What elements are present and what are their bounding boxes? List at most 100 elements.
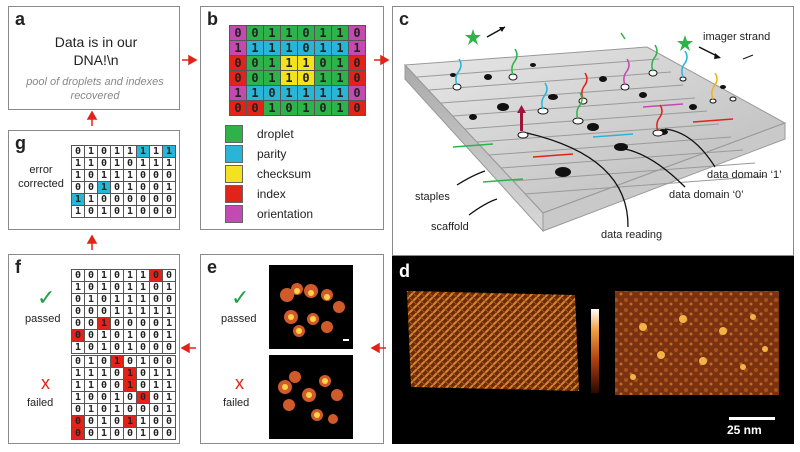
- matrix-cell: 0: [123, 355, 137, 368]
- cross-mark-f: x: [41, 373, 50, 393]
- matrix-cell: 1: [110, 355, 124, 368]
- matrix-cell: 1: [229, 40, 247, 56]
- panel-label-a: a: [15, 9, 26, 29]
- label-data-domain-zero: data domain ‘0’: [669, 189, 744, 201]
- scalebar-label: 25 nm: [727, 423, 762, 437]
- matrix-cell: 1: [71, 379, 85, 392]
- matrix-cell: 1: [263, 40, 281, 56]
- origami-diagram: [403, 26, 787, 233]
- matrix-cell: 0: [149, 293, 163, 306]
- matrix-cell: 1: [97, 169, 111, 182]
- matrix-cell: 0: [136, 391, 150, 404]
- imager-star-left: [465, 29, 481, 45]
- matrix-cell: 1: [123, 415, 137, 428]
- matrix-cell: 1: [280, 70, 298, 86]
- matrix-cell: 0: [97, 379, 111, 392]
- matrix-cell: 1: [280, 85, 298, 101]
- matrix-cell: 0: [149, 329, 163, 342]
- legend-item: index: [225, 185, 286, 203]
- matrix-cell: 0: [123, 193, 137, 206]
- matrix-cell: 0: [136, 205, 150, 218]
- matrix-cell: 0: [149, 403, 163, 416]
- matrix-cell: 0: [71, 415, 85, 428]
- matrix-cell: 0: [110, 193, 124, 206]
- matrix-cell: 1: [136, 293, 150, 306]
- afm-bright-spots: [630, 314, 768, 380]
- matrix-cell: 1: [246, 85, 264, 101]
- matrix-cell: 1: [136, 281, 150, 294]
- matrix-cell: 0: [97, 145, 111, 158]
- panel-c: c: [392, 6, 794, 256]
- matrix-cell: 0: [84, 169, 98, 182]
- label-staples: staples: [415, 191, 450, 203]
- panel-label-d: d: [399, 261, 410, 281]
- matrix-cell: 1: [84, 355, 98, 368]
- matrix-cell: 1: [263, 55, 281, 71]
- matrix-cell: 0: [71, 145, 85, 158]
- matrix-cell: 0: [162, 341, 176, 354]
- matrix-cell: 1: [123, 269, 137, 282]
- matrix-cell: 1: [136, 415, 150, 428]
- passed-label-f: passed: [25, 313, 61, 325]
- matrix-cell: 1: [84, 157, 98, 170]
- label-imager-strand: imager strand: [703, 31, 771, 43]
- matrix-cell: 0: [162, 205, 176, 218]
- matrix-cell: 0: [162, 269, 176, 282]
- legend-item: droplet: [225, 125, 294, 143]
- matrix-cell: 0: [136, 341, 150, 354]
- matrix-cell: 1: [84, 293, 98, 306]
- matrix-cell: 1: [84, 367, 98, 380]
- matrix-cell: 1: [297, 55, 315, 71]
- panel-a-subtitle: pool of droplets and indexes recovered: [26, 76, 164, 102]
- matrix-cell: 0: [229, 70, 247, 86]
- afm-right-tile: [615, 291, 779, 395]
- legend-label: checksum: [257, 167, 312, 181]
- legend-item: parity: [225, 145, 286, 163]
- matrix-cell: 0: [110, 269, 124, 282]
- matrix-cell: 1: [97, 181, 111, 194]
- matrix-cell: 0: [110, 181, 124, 194]
- paint-images: [269, 265, 353, 439]
- matrix-cell: 0: [97, 157, 111, 170]
- matrix-cell: 0: [297, 40, 315, 56]
- matrix-cell: 0: [123, 157, 137, 170]
- matrix-cell: 0: [136, 379, 150, 392]
- matrix-cell: 0: [97, 305, 111, 318]
- matrix-cell: 1: [123, 293, 137, 306]
- matrix-cell: 1: [162, 317, 176, 330]
- matrix-cell: 1: [162, 145, 176, 158]
- afm-left-tile: [407, 291, 579, 391]
- matrix-cell: 0: [280, 100, 298, 116]
- matrix-cell: 0: [136, 403, 150, 416]
- matrix-cell: 1: [297, 100, 315, 116]
- matrix-cell: 0: [297, 70, 315, 86]
- matrix-cell: 0: [71, 305, 85, 318]
- matrix-cell: 0: [97, 403, 111, 416]
- matrix-cell: 0: [149, 427, 163, 440]
- matrix-cell: 1: [110, 391, 124, 404]
- matrix-cell: 1: [136, 427, 150, 440]
- matrix-cell: 1: [314, 40, 332, 56]
- matrix-cell: 0: [136, 181, 150, 194]
- matrix-cell: 0: [110, 427, 124, 440]
- matrix-cell: 1: [97, 269, 111, 282]
- matrix-cell: 1: [123, 367, 137, 380]
- matrix-cell: 0: [162, 355, 176, 368]
- matrix-cell: 0: [229, 100, 247, 116]
- matrix-cell: 1: [149, 145, 163, 158]
- panel-label-b: b: [207, 9, 218, 29]
- matrix-cell: 0: [297, 25, 315, 41]
- matrix-cell: 1: [123, 341, 137, 354]
- matrix-cell: 0: [162, 427, 176, 440]
- matrix-cell: 1: [84, 379, 98, 392]
- matrix-cell: 0: [84, 329, 98, 342]
- matrix-cell: 1: [110, 145, 124, 158]
- matrix-cell: 0: [229, 25, 247, 41]
- matrix-cell: 1: [97, 329, 111, 342]
- scalebar-line: [729, 417, 775, 420]
- error-corrected-label: error corrected: [18, 164, 64, 190]
- matrix-cell: 1: [263, 25, 281, 41]
- legend-item: orientation: [225, 205, 313, 223]
